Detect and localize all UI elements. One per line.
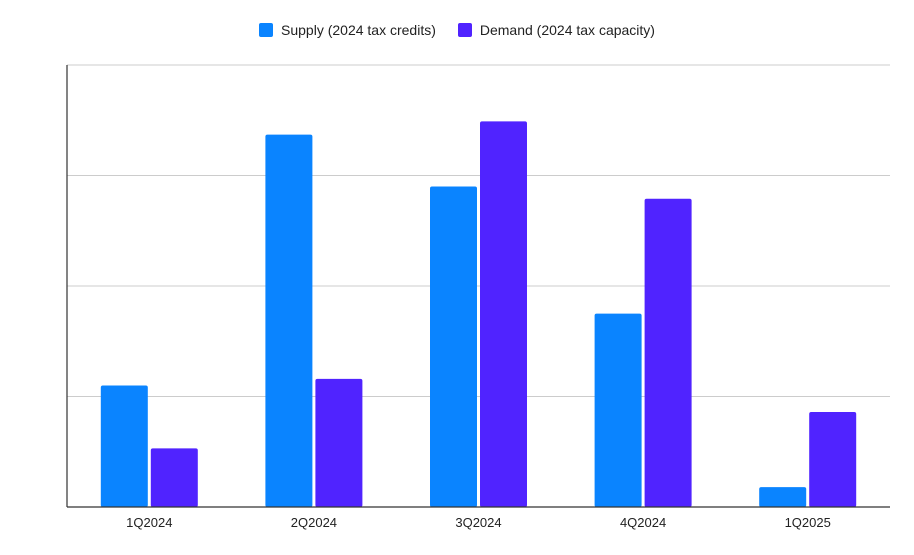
bar-demand-2Q2024 bbox=[315, 378, 363, 507]
legend-label-demand: Demand (2024 tax capacity) bbox=[479, 22, 655, 38]
x-tick-label: 1Q2025 bbox=[785, 515, 831, 530]
bar-supply-1Q2025 bbox=[759, 487, 807, 507]
x-tick-label: 4Q2024 bbox=[620, 515, 666, 530]
gridlines bbox=[67, 64, 890, 397]
x-tick-label: 2Q2024 bbox=[291, 515, 337, 530]
bar-demand-1Q2025 bbox=[809, 411, 857, 507]
legend-swatch-supply bbox=[259, 23, 274, 37]
legend: Supply (2024 tax credits) Demand (2024 t… bbox=[0, 22, 914, 38]
legend-label-supply: Supply (2024 tax credits) bbox=[281, 22, 436, 38]
bars bbox=[100, 121, 857, 508]
bar-demand-3Q2024 bbox=[480, 121, 527, 507]
bar-supply-3Q2024 bbox=[430, 186, 477, 508]
bar-demand-1Q2024 bbox=[150, 448, 198, 507]
axes bbox=[66, 65, 890, 508]
x-tick-label: 1Q2024 bbox=[126, 515, 172, 530]
legend-item-demand: Demand (2024 tax capacity) bbox=[457, 22, 655, 38]
bar-supply-2Q2024 bbox=[265, 134, 313, 508]
bar-supply-1Q2024 bbox=[100, 385, 148, 507]
bar-supply-4Q2024 bbox=[594, 313, 642, 507]
legend-item-supply: Supply (2024 tax credits) bbox=[259, 22, 436, 38]
bar-demand-4Q2024 bbox=[644, 198, 692, 507]
x-tick-label: 3Q2024 bbox=[455, 515, 501, 530]
x-tick-labels: 1Q2024 2Q2024 3Q2024 4Q2024 1Q2025 bbox=[126, 515, 831, 530]
legend-swatch-demand bbox=[457, 23, 472, 37]
